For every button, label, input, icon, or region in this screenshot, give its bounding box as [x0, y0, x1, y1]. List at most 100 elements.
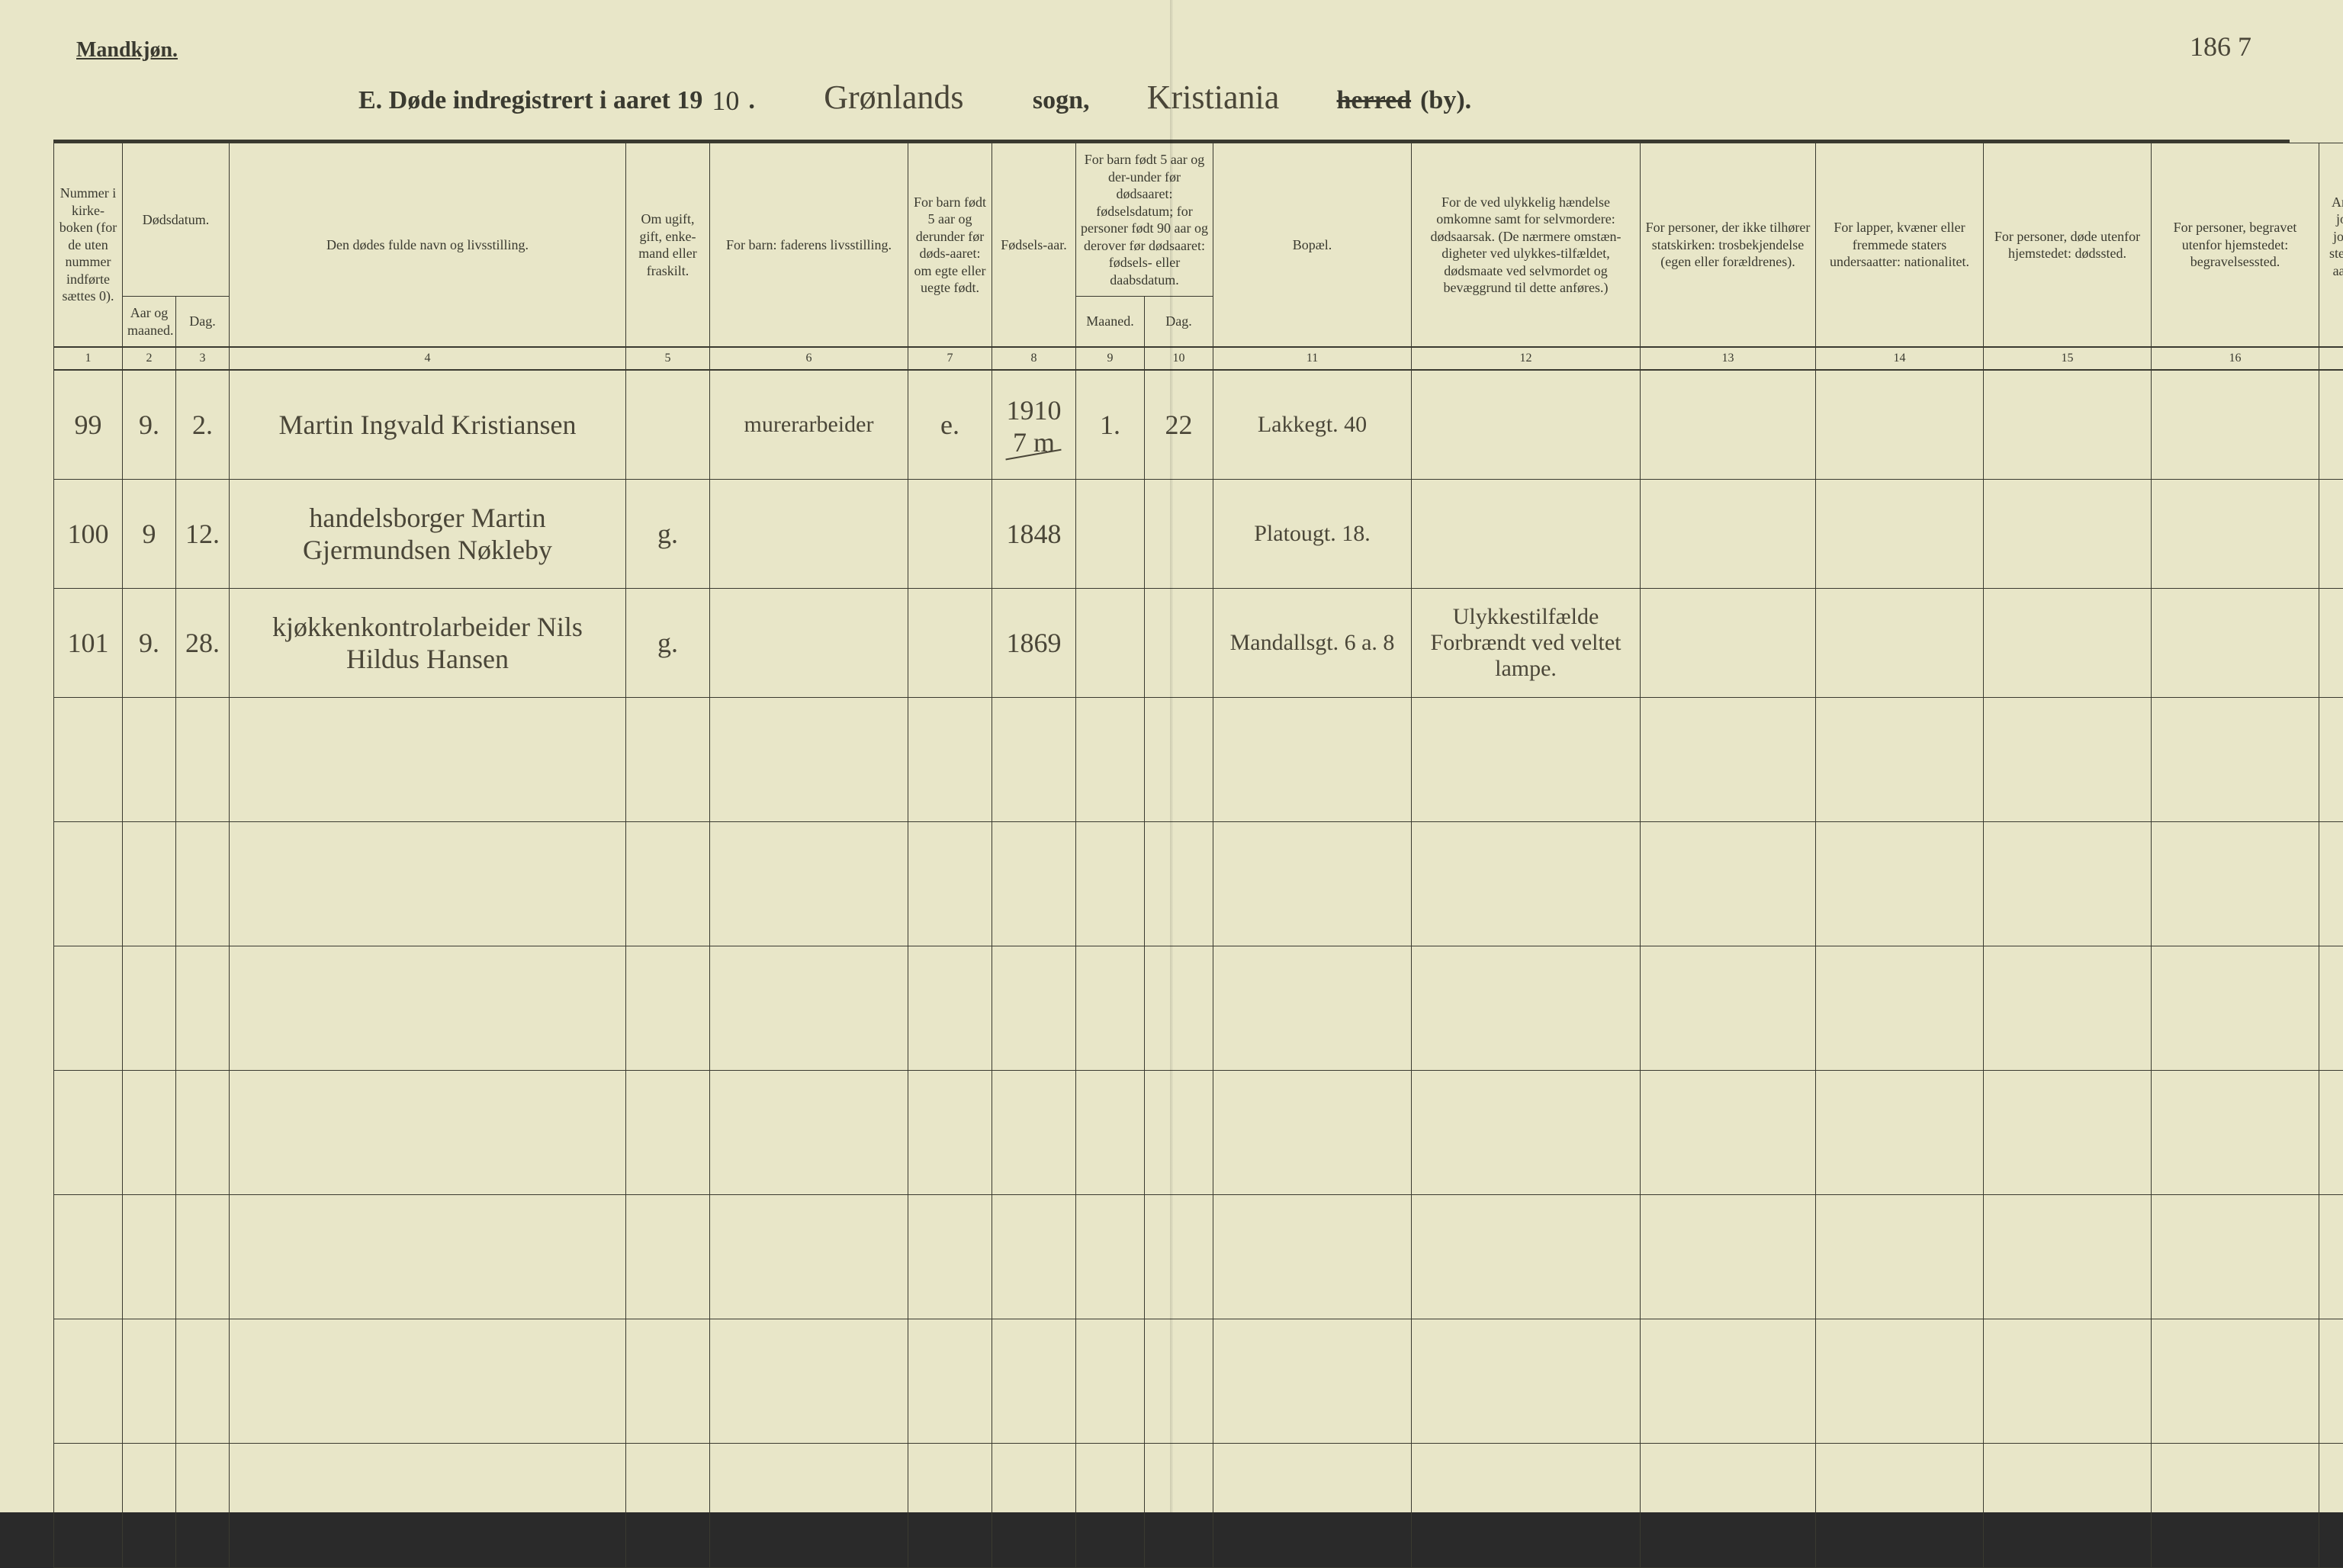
- title-prefix: E. Døde indregistrert i aaret 19: [358, 86, 702, 115]
- table-cell: [1816, 589, 1984, 698]
- page-number-handwritten: 186 7: [2190, 31, 2251, 63]
- cell-value: Lakkegt. 40: [1258, 412, 1367, 437]
- district-handwritten: Kristiania: [1099, 78, 1328, 117]
- table-cell: [1816, 1071, 1984, 1195]
- table-cell: Ulykkestilfælde Forbrændt ved veltet lam…: [1412, 589, 1641, 698]
- table-cell: [1145, 1444, 1213, 1568]
- cell-value: 1869: [1007, 628, 1062, 658]
- table-cell: [1145, 480, 1213, 589]
- table-cell: [1816, 698, 1984, 822]
- table-cell: 101: [54, 589, 123, 698]
- table-row: [54, 1319, 2343, 1444]
- table-row: 100912.handelsborger Martin Gjermundsen …: [54, 480, 2343, 589]
- table-cell: 1910 7 m: [992, 370, 1076, 480]
- table-cell: Lakkegt. 40: [1213, 370, 1412, 480]
- title-year-hand: 10: [712, 85, 739, 117]
- table-cell: e.: [908, 370, 992, 480]
- table-cell: [230, 946, 626, 1071]
- table-cell: g.: [626, 589, 710, 698]
- table-cell: [1816, 370, 1984, 480]
- table-cell: [230, 1195, 626, 1319]
- table-cell: [1076, 1319, 1145, 1444]
- table-cell: [2152, 480, 2319, 589]
- col-header: For de ved ulykkelig hændelse omkomne sa…: [1412, 143, 1641, 348]
- table-cell: [1641, 822, 1816, 946]
- cell-value: 9: [143, 519, 156, 549]
- col-number: 11: [1213, 347, 1412, 370]
- table-cell: [1213, 1071, 1412, 1195]
- register-page: Mandkjøn. 186 7 E. Døde indregistrert i …: [0, 0, 2343, 1512]
- table-cell: [1213, 1444, 1412, 1568]
- register-table: Nummer i kirke-boken (for de uten nummer…: [53, 143, 2343, 1568]
- table-cell: [908, 698, 992, 822]
- table-cell: [1641, 1444, 1816, 1568]
- table-cell: [710, 1071, 908, 1195]
- col-number: 6: [710, 347, 908, 370]
- table-cell: [992, 1195, 1076, 1319]
- table-cell: [2319, 1195, 2343, 1319]
- table-cell: [992, 822, 1076, 946]
- col-number: 14: [1816, 347, 1984, 370]
- table-cell: [992, 698, 1076, 822]
- cell-value: Ulykkestilfælde Forbrændt ved veltet lam…: [1431, 604, 1621, 681]
- table-cell: [626, 370, 710, 480]
- cell-value: 99: [75, 410, 102, 440]
- table-cell: [176, 1319, 230, 1444]
- table-cell: [710, 589, 908, 698]
- table-cell: [1213, 946, 1412, 1071]
- table-cell: [1641, 698, 1816, 822]
- col-number: 7: [908, 347, 992, 370]
- table-cell: [626, 1319, 710, 1444]
- table-cell: [176, 698, 230, 822]
- col-number: 15: [1984, 347, 2152, 370]
- col-number: 10: [1145, 347, 1213, 370]
- table-cell: [1412, 1195, 1641, 1319]
- table-cell: [123, 946, 176, 1071]
- table-cell: [1641, 1319, 1816, 1444]
- table-cell: [1076, 1444, 1145, 1568]
- col-header: For barn: faderens livsstilling.: [710, 143, 908, 348]
- sogn-label: sogn,: [1033, 86, 1090, 115]
- cell-value: 1848: [1007, 519, 1062, 549]
- cell-value: 100: [68, 519, 109, 549]
- table-cell: [1984, 698, 2152, 822]
- table-cell: [123, 1319, 176, 1444]
- table-cell: [1816, 480, 1984, 589]
- table-cell: [626, 946, 710, 1071]
- col-number: 9: [1076, 347, 1145, 370]
- table-cell: [54, 1195, 123, 1319]
- table-cell: [908, 1319, 992, 1444]
- table-cell: [1145, 1319, 1213, 1444]
- table-cell: [908, 822, 992, 946]
- table-cell: [123, 1444, 176, 1568]
- parish-handwritten: Grønlands: [764, 78, 1024, 117]
- col-header: Aar og maaned.: [123, 297, 176, 348]
- gender-label: Mandkjøn.: [76, 38, 2290, 63]
- table-header: Nummer i kirke-boken (for de uten nummer…: [54, 143, 2343, 371]
- table-cell: Platougt. 18.: [1213, 480, 1412, 589]
- table-cell: handelsborger Martin Gjermundsen Nøkleby: [230, 480, 626, 589]
- table-cell: [54, 1071, 123, 1195]
- cell-value: 28.: [185, 628, 220, 658]
- table-cell: [54, 698, 123, 822]
- table-cell: [230, 1444, 626, 1568]
- table-cell: [2152, 1444, 2319, 1568]
- table-cell: [1641, 1071, 1816, 1195]
- table-cell: [176, 946, 230, 1071]
- col-number: 4: [230, 347, 626, 370]
- table-cell: [1412, 946, 1641, 1071]
- table-cell: [626, 822, 710, 946]
- cell-value: g.: [657, 519, 678, 549]
- table-cell: [176, 822, 230, 946]
- table-cell: [626, 1444, 710, 1568]
- table-cell: [1641, 370, 1816, 480]
- table-cell: 100: [54, 480, 123, 589]
- table-cell: [1213, 1195, 1412, 1319]
- cell-value: kjøkkenkontrolarbeider Nils Hildus Hanse…: [272, 612, 583, 674]
- col-number: 8: [992, 347, 1076, 370]
- table-cell: [1816, 1195, 1984, 1319]
- col-number: 1: [54, 347, 123, 370]
- table-cell: [2152, 946, 2319, 1071]
- table-cell: [1145, 822, 1213, 946]
- table-cell: [1145, 1195, 1213, 1319]
